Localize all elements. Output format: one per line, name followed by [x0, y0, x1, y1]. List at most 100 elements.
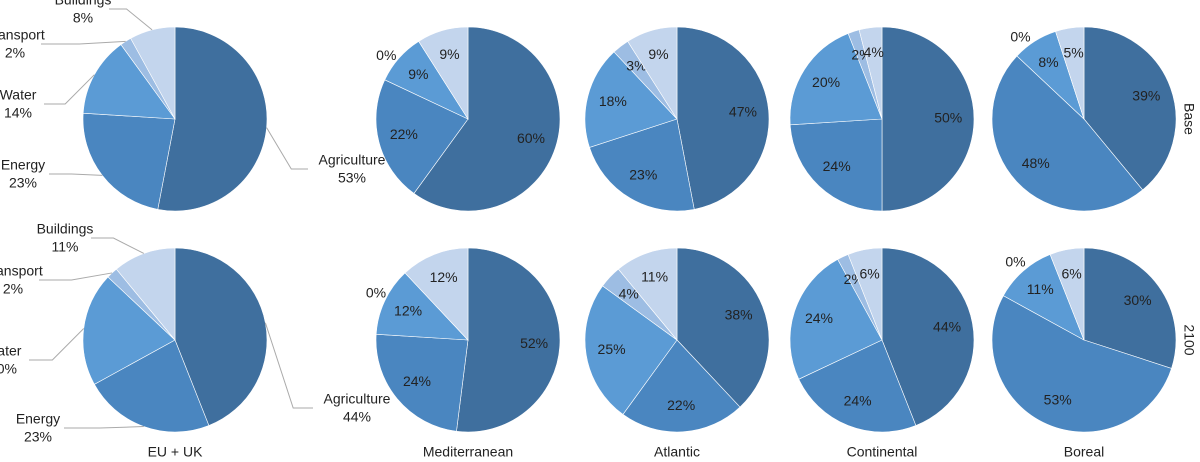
value-label: 9%	[408, 66, 428, 82]
value-label: 60%	[517, 130, 545, 146]
value-label: 8%	[1038, 54, 1058, 70]
leader-line	[264, 322, 313, 409]
value-label: 6%	[859, 266, 879, 282]
value-label: 24%	[844, 392, 872, 408]
pie-slice	[676, 247, 770, 408]
leader-line	[44, 74, 95, 105]
pie-slice	[174, 247, 268, 426]
category-label: Transport	[0, 263, 43, 279]
pie-slice	[617, 247, 678, 341]
category-label: Agriculture	[324, 391, 391, 407]
value-label: 4%	[619, 285, 639, 301]
row-label: Base	[1181, 103, 1197, 135]
column-label: Mediterranean	[423, 444, 513, 460]
value-label: 5%	[1064, 44, 1084, 60]
value-label: 24%	[403, 373, 431, 389]
value-label: 0%	[366, 284, 386, 300]
value-label: 25%	[598, 341, 626, 357]
value-label: 0%	[1005, 254, 1025, 270]
pie-slice	[82, 44, 176, 120]
pie-slice	[157, 26, 268, 212]
pie-slice	[1055, 26, 1085, 120]
value-label: 53%	[1044, 391, 1072, 407]
pie-slice	[404, 247, 469, 341]
leader-line	[49, 173, 103, 176]
value-label: 48%	[1022, 155, 1050, 171]
value-label: 44%	[933, 318, 961, 334]
pie-slice	[991, 55, 1144, 212]
value-label: 11%	[641, 268, 668, 284]
category-label: Energy	[1, 157, 45, 173]
pie-slice	[115, 247, 176, 341]
category-label: Transport	[0, 27, 45, 43]
pie-slice	[789, 33, 883, 126]
value-label: 39%	[1132, 87, 1160, 103]
value-label: 9%	[439, 46, 459, 62]
pie-slice	[789, 258, 883, 380]
value-label: 30%	[1124, 292, 1152, 308]
value-label: 12%	[430, 269, 458, 285]
leader-line	[41, 40, 126, 45]
value-label: 24%	[823, 158, 851, 174]
pie-slice	[418, 26, 469, 121]
category-label: Buildings	[55, 0, 112, 8]
pie-slice	[622, 339, 741, 433]
value-label: 2%	[3, 281, 23, 297]
value-label: 0%	[376, 47, 396, 63]
value-label: 47%	[729, 103, 757, 119]
value-label: 9%	[648, 46, 668, 62]
pie-slice	[456, 247, 561, 433]
value-label: 6%	[1061, 266, 1081, 282]
value-label: 23%	[629, 167, 657, 183]
pie-slice	[881, 247, 975, 426]
value-label: 11%	[52, 239, 79, 255]
pie-slice	[789, 118, 883, 212]
column-label: EU + UK	[148, 444, 204, 460]
value-label: 24%	[805, 310, 833, 326]
value-label: 8%	[73, 10, 93, 26]
leader-line	[29, 328, 85, 361]
value-label: 22%	[667, 397, 695, 413]
value-label: 53%	[338, 170, 366, 186]
value-label: 23%	[24, 429, 52, 445]
pie-slice	[798, 339, 917, 433]
column-label: Atlantic	[654, 444, 700, 460]
value-label: 52%	[520, 335, 548, 351]
value-label: 20%	[0, 361, 17, 377]
pie-slice	[881, 26, 975, 212]
pie-slice	[1049, 247, 1085, 341]
leader-line	[109, 8, 153, 31]
leader-line	[39, 272, 113, 281]
pie-slice	[82, 112, 176, 210]
value-label: 23%	[9, 175, 37, 191]
pie-slice	[584, 285, 678, 415]
category-label: Water	[0, 343, 22, 359]
pie-slice	[676, 26, 770, 210]
category-label: Energy	[16, 411, 60, 427]
pie-slice	[1083, 26, 1177, 191]
row-label: 2100	[1181, 324, 1197, 355]
column-label: Boreal	[1064, 444, 1104, 460]
category-label: Water	[0, 87, 37, 103]
pie-slice	[82, 276, 176, 385]
pie-slice	[847, 247, 883, 341]
leader-line	[91, 237, 145, 254]
value-label: 44%	[343, 409, 371, 425]
pie-slice	[375, 333, 469, 432]
value-label: 14%	[4, 105, 32, 121]
value-label: 38%	[725, 306, 753, 322]
column-label: Continental	[847, 444, 918, 460]
pie-slice	[375, 272, 469, 341]
pie-slice	[858, 26, 883, 120]
pie-slice	[1083, 247, 1177, 369]
value-label: 22%	[390, 126, 418, 142]
value-label: 20%	[812, 74, 840, 90]
value-label: 50%	[934, 110, 962, 126]
leader-line	[266, 127, 308, 170]
value-label: 2%	[5, 45, 25, 61]
leader-line	[64, 426, 144, 429]
pie-slice	[584, 51, 678, 148]
value-label: 18%	[599, 93, 627, 109]
value-label: 0%	[1010, 29, 1030, 45]
